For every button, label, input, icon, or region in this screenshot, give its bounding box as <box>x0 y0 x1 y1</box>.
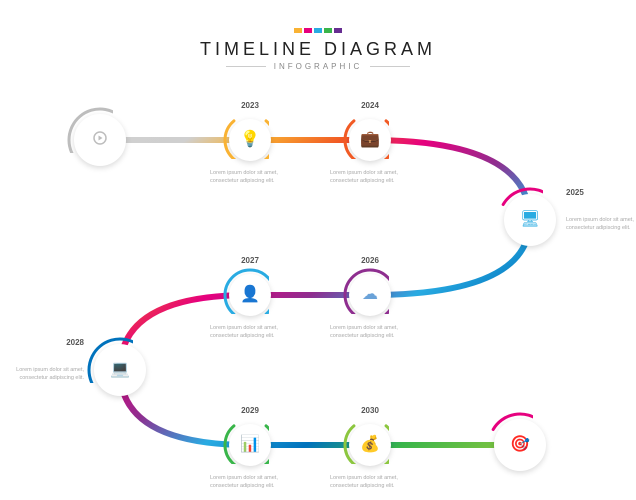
node-desc-2025: Lorem ipsum dolor sit amet, consectetur … <box>566 216 636 233</box>
timeline-node-start <box>74 114 126 166</box>
node-desc-2024: Lorem ipsum dolor sit amet, consectetur … <box>330 169 410 186</box>
node-arc <box>219 264 269 314</box>
node-arc <box>219 414 269 464</box>
timeline-node-2030: 💰 <box>349 424 391 466</box>
node-desc-2028: Lorem ipsum dolor sit amet, consectetur … <box>4 366 84 383</box>
header-bar <box>324 28 332 33</box>
node-year-2024: 2024 <box>355 101 385 110</box>
node-desc-2026: Lorem ipsum dolor sit amet, consectetur … <box>330 324 410 341</box>
header-bar <box>334 28 342 33</box>
node-arc <box>339 264 389 314</box>
node-year-2027: 2027 <box>235 256 265 265</box>
node-year-2026: 2026 <box>355 256 385 265</box>
node-arc <box>483 408 533 458</box>
header: TIMELINE DIAGRAM INFOGRAPHIC <box>0 0 636 71</box>
node-arc <box>493 183 543 233</box>
timeline-node-2028: 💻 <box>94 344 146 396</box>
node-desc-2030: Lorem ipsum dolor sit amet, consectetur … <box>330 474 410 491</box>
node-desc-2023: Lorem ipsum dolor sit amet, consectetur … <box>210 169 290 186</box>
node-desc-2027: Lorem ipsum dolor sit amet, consectetur … <box>210 324 290 341</box>
timeline-node-2023: 💡 <box>229 119 271 161</box>
node-year-2025: 2025 <box>566 188 584 197</box>
header-bar <box>304 28 312 33</box>
timeline-node-2029: 📊 <box>229 424 271 466</box>
header-bar <box>294 28 302 33</box>
node-year-2029: 2029 <box>235 406 265 415</box>
timeline-node-end: 🎯 <box>494 419 546 471</box>
node-arc <box>339 414 389 464</box>
header-color-bars <box>0 28 636 33</box>
header-bar <box>314 28 322 33</box>
timeline-canvas: 💡 2023 Lorem ipsum dolor sit amet, consect… <box>0 80 636 480</box>
timeline-node-2026: ☁ <box>349 274 391 316</box>
node-year-2028: 2028 <box>54 338 84 347</box>
node-desc-2029: Lorem ipsum dolor sit amet, consectetur … <box>210 474 290 491</box>
node-year-2030: 2030 <box>355 406 385 415</box>
timeline-node-2027: 👤 <box>229 274 271 316</box>
node-year-2023: 2023 <box>235 101 265 110</box>
divider-right <box>370 66 410 67</box>
node-arc <box>219 109 269 159</box>
page-subtitle: INFOGRAPHIC <box>274 62 363 71</box>
node-arc <box>339 109 389 159</box>
page-title: TIMELINE DIAGRAM <box>0 39 636 60</box>
timeline-node-2025: 🖥 <box>504 194 556 246</box>
subtitle-wrap: INFOGRAPHIC <box>0 62 636 71</box>
node-arc <box>63 103 113 153</box>
divider-left <box>226 66 266 67</box>
node-arc <box>83 333 133 383</box>
timeline-node-2024: 💼 <box>349 119 391 161</box>
